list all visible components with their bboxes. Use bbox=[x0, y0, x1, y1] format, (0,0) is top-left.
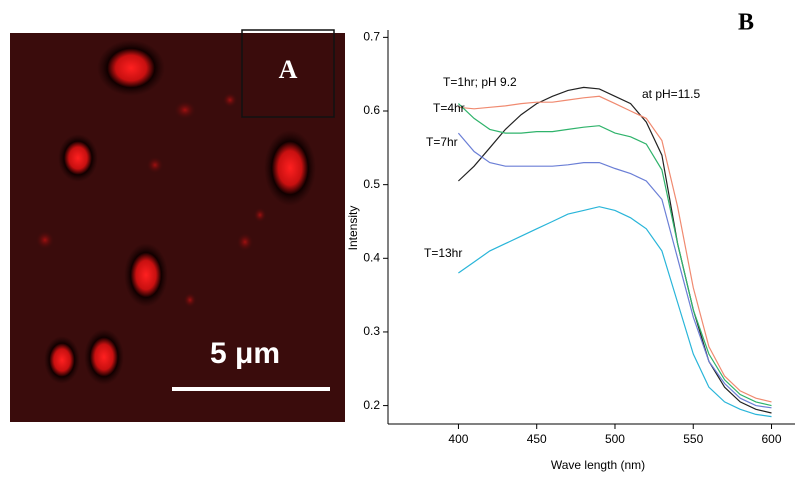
x-tick-label: 500 bbox=[605, 432, 625, 446]
series-line bbox=[457, 103, 772, 407]
x-tick-label: 400 bbox=[448, 432, 468, 446]
y-tick-label: 0.2 bbox=[363, 398, 380, 412]
series-line bbox=[458, 95, 772, 403]
series-line bbox=[458, 206, 772, 418]
series-line bbox=[457, 132, 772, 409]
x-tick-label: 550 bbox=[683, 432, 703, 446]
scale-bar-label: 5 μm bbox=[210, 337, 280, 370]
y-tick-label: 0.4 bbox=[363, 250, 380, 264]
annotation: T=1hr; pH 9.2 bbox=[443, 75, 517, 89]
chart-title: B bbox=[738, 10, 754, 36]
y-axis-label: Intensity bbox=[346, 206, 360, 251]
series-line bbox=[457, 86, 772, 414]
y-tick-label: 0.7 bbox=[363, 30, 380, 44]
x-axis-label: Wave length (nm) bbox=[551, 458, 645, 472]
x-tick-label: 600 bbox=[762, 432, 782, 446]
y-tick-label: 0.5 bbox=[363, 177, 380, 191]
annotation: T=7hr bbox=[426, 135, 458, 149]
micrograph: A 5 μm bbox=[10, 29, 345, 422]
annotation: at pH=11.5 bbox=[642, 87, 700, 101]
y-tick-label: 0.6 bbox=[363, 103, 380, 117]
x-tick-label: 450 bbox=[527, 432, 547, 446]
annotation: T=13hr bbox=[424, 246, 462, 260]
panel-label: A bbox=[279, 55, 298, 84]
annotation: T=4hr bbox=[433, 101, 465, 115]
y-tick-label: 0.3 bbox=[363, 324, 380, 338]
